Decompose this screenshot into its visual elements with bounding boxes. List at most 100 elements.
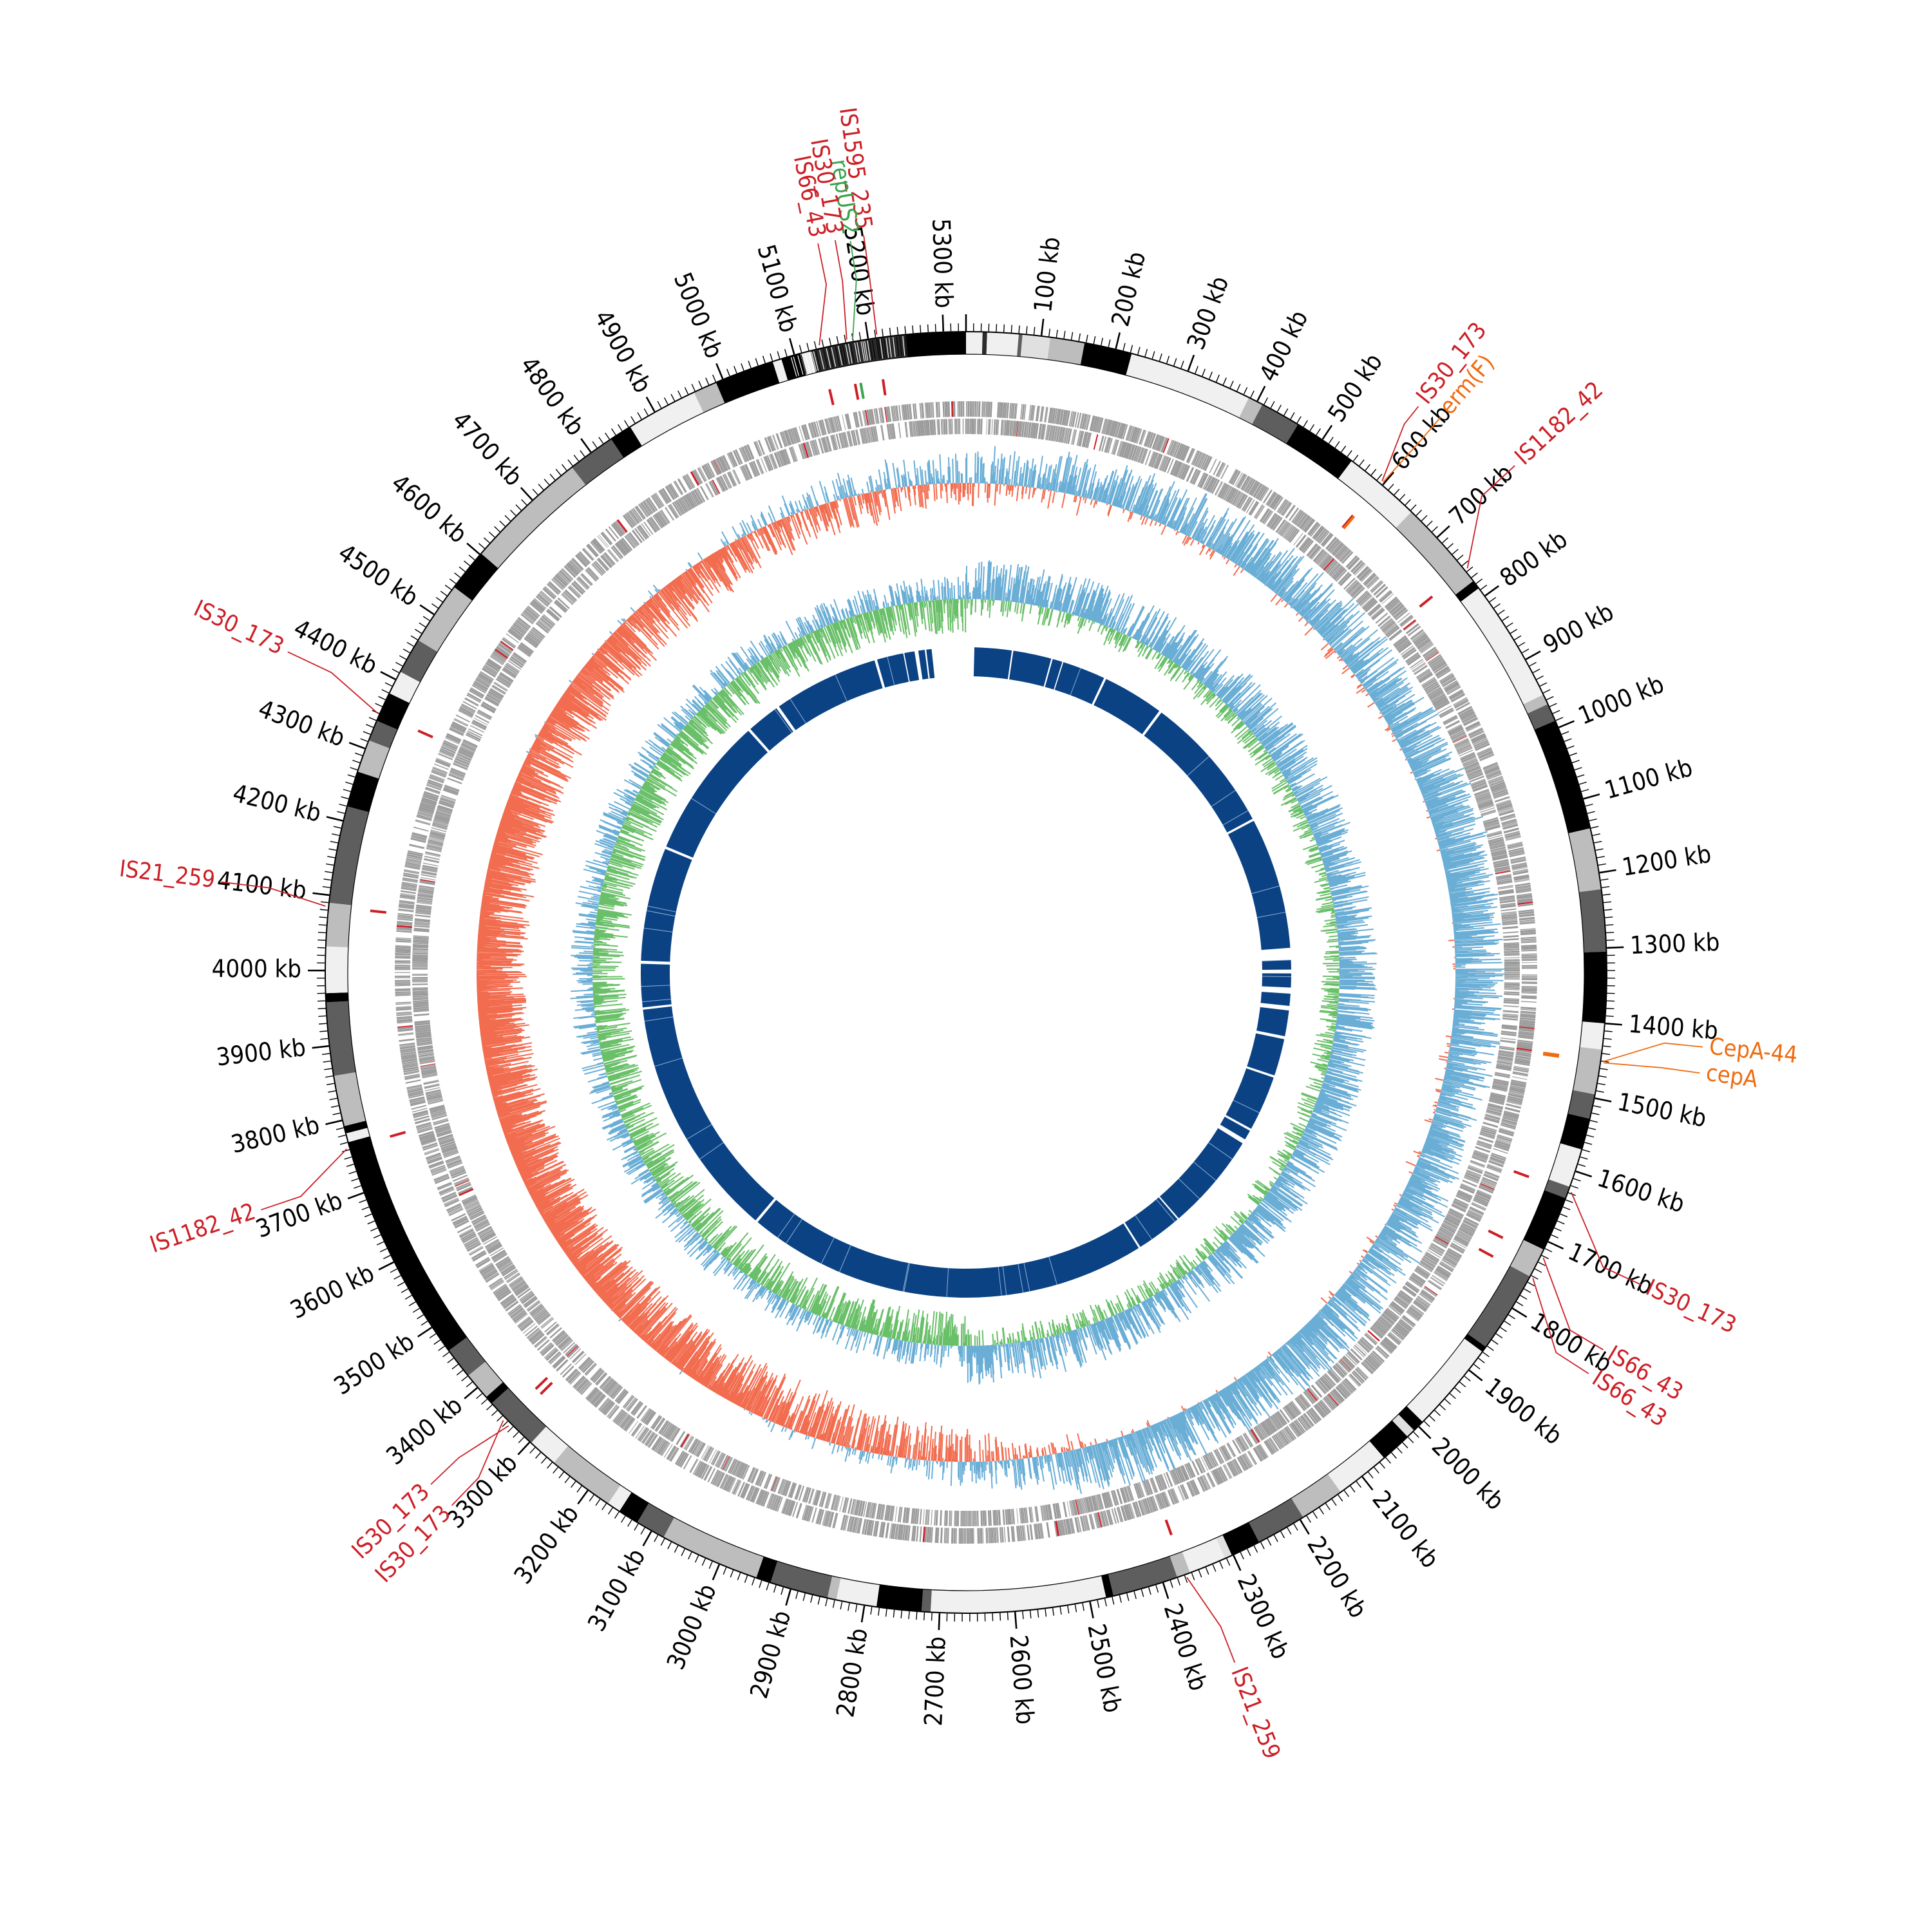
homology-gap [1245, 1066, 1276, 1079]
cds-gene [532, 627, 545, 638]
homology-line [1262, 960, 1291, 961]
cds-gene [1003, 420, 1007, 436]
major-tick [1468, 1369, 1483, 1381]
cds-gene [475, 1223, 490, 1231]
contig-segment [1544, 1179, 1570, 1198]
cds-gene [530, 1332, 544, 1343]
cds-gene [1495, 1072, 1511, 1077]
cds-gene [1402, 1314, 1416, 1327]
contig-segment [326, 1001, 356, 1076]
cds-gene [1521, 967, 1537, 969]
cds-gene [1300, 516, 1311, 530]
cds-gene [1501, 908, 1517, 912]
cds-gene [1283, 1406, 1294, 1420]
cds-gene [1242, 477, 1252, 491]
minor-tick [1578, 781, 1587, 785]
cds-gene [795, 1484, 802, 1501]
cds-gene [647, 1433, 656, 1447]
cds-gene [1440, 675, 1455, 685]
cds-gene [1516, 894, 1533, 898]
cds-gene [1463, 1177, 1479, 1184]
cds-gene [844, 431, 849, 448]
contig-segment [1523, 694, 1548, 714]
minor-tick [1508, 1314, 1515, 1320]
cds-gene [1482, 1121, 1499, 1128]
major-tick [1382, 471, 1395, 486]
cds-gene [1112, 421, 1118, 437]
cds-gene [410, 1098, 425, 1103]
minor-tick [1155, 1585, 1159, 1593]
cds-gene [479, 672, 493, 682]
cds-gene [765, 1474, 773, 1490]
cds-gene [1478, 750, 1493, 758]
tick-label: 4000 kb [212, 954, 301, 983]
cds-gene [683, 1455, 692, 1470]
cds-gene [1389, 1303, 1403, 1314]
cds-gene [1466, 723, 1481, 731]
minor-tick [323, 878, 332, 881]
cds-gene [1312, 525, 1323, 539]
cds-gene [827, 1493, 832, 1509]
cds-gene [1499, 896, 1515, 900]
cds-gene [1520, 941, 1537, 943]
cds-gene [1466, 724, 1481, 732]
cds-gene [1503, 1112, 1519, 1117]
cds-gene [1506, 1099, 1522, 1105]
cds-gene [1096, 1494, 1102, 1510]
cds-gene [817, 1508, 823, 1524]
cds-gene [1110, 1490, 1116, 1506]
homology-line [1023, 1263, 1030, 1292]
minor-tick [1067, 1605, 1070, 1614]
cds-gene [1350, 1348, 1363, 1360]
cds-gene [893, 406, 896, 422]
cds-gene [453, 762, 468, 769]
cds-gene [1345, 579, 1357, 591]
cds-gene [913, 403, 916, 419]
cds-gene [404, 864, 421, 869]
cds-gene [1033, 1524, 1037, 1540]
cds-gene [1083, 413, 1088, 430]
cds-gene [1392, 607, 1406, 618]
minor-tick [1247, 1548, 1251, 1557]
feature-marker [1342, 515, 1356, 530]
cds-gene [449, 772, 464, 779]
cds-gene [419, 1055, 435, 1059]
cds-gene [1169, 1489, 1177, 1504]
cds-gene [1394, 1297, 1408, 1308]
cds-gene [395, 952, 411, 956]
cds-gene [789, 429, 795, 444]
cds-gene [1094, 1513, 1098, 1529]
cds-gene [1339, 1383, 1351, 1396]
cds-gene [1462, 757, 1477, 764]
cds-gene [1456, 1193, 1472, 1201]
cds-gene [587, 1388, 600, 1402]
minor-tick [483, 537, 490, 544]
cds-gene [513, 1312, 527, 1323]
cds-gene [1258, 1444, 1268, 1459]
cds-gene [1492, 1083, 1508, 1088]
cds-gene [1336, 1362, 1348, 1374]
cds-gene [528, 632, 542, 643]
cds-gene [1352, 1370, 1365, 1383]
cds-gene [1287, 1404, 1297, 1417]
cds-gene [1156, 1494, 1163, 1510]
cds-gene [424, 1084, 440, 1089]
cds-gene [1357, 1367, 1369, 1379]
cds-gene [867, 427, 871, 443]
cds-gene [706, 462, 715, 477]
homology-gap [754, 1197, 777, 1224]
cds-gene [1489, 1159, 1504, 1166]
cds-gene [1242, 1454, 1251, 1469]
cds-gene [1380, 1315, 1394, 1326]
cds-gene [740, 1464, 748, 1479]
minor-tick [759, 1580, 762, 1588]
cds-gene [656, 511, 667, 526]
cds-gene [1059, 409, 1064, 425]
cds-gene [1457, 706, 1473, 715]
cds-gene [973, 1528, 974, 1544]
cds-gene [1223, 1464, 1231, 1479]
minor-tick [1052, 1607, 1054, 1616]
cds-gene [402, 878, 418, 882]
contig-segment [1560, 1113, 1590, 1150]
cds-gene [553, 601, 567, 613]
